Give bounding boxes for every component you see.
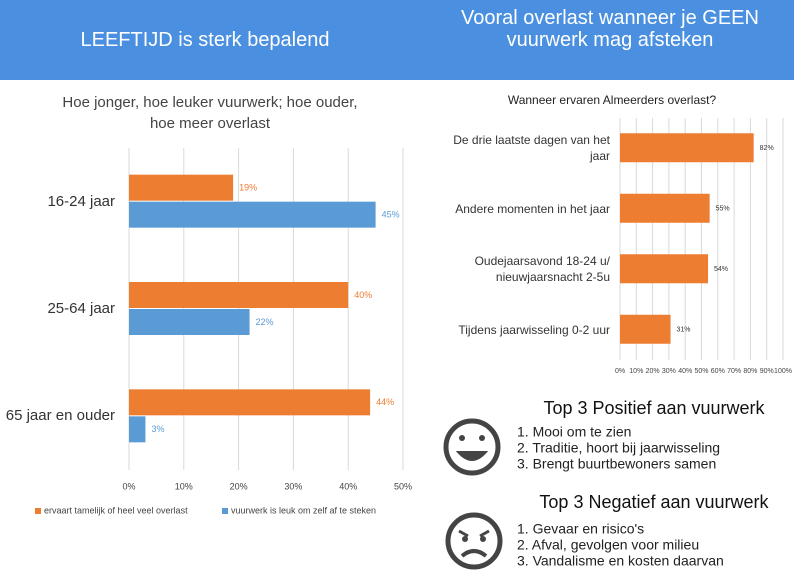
x-tick-label: 50%: [694, 368, 708, 375]
chart-title: Hoe jonger, hoe leuker vuurwerk; hoe oud…: [62, 94, 358, 132]
x-tick-label: 10%: [175, 481, 193, 491]
bar: [129, 416, 146, 443]
legend-label: ervaart tamelijk of heel veel overlast: [44, 505, 188, 515]
bar: [129, 309, 250, 335]
header: Vooral overlast wanneer je GEEN vuurwerk…: [461, 7, 759, 51]
angry-icon: [445, 512, 503, 570]
value-label: 19%: [239, 183, 257, 193]
list-item: 3. Brengt buurtbewoners samen: [517, 456, 716, 472]
bar: [620, 254, 709, 284]
x-tick-label: 70%: [727, 368, 741, 375]
x-tick-label: 100%: [774, 368, 792, 375]
value-label: 82%: [760, 145, 774, 152]
x-tick-label: 0%: [122, 481, 135, 491]
y-tick-label: Oudejaarsavond 18-24 u/ nieuwjaarsnacht …: [474, 254, 610, 285]
x-tick-label: 0%: [615, 368, 625, 375]
y-tick-label: 65 jaar en ouder: [5, 407, 115, 425]
smiley-icon: [443, 418, 501, 476]
header: LEEFTIJD is sterk bepalend: [80, 29, 330, 51]
y-tick-label: Tijdens jaarwisseling 0-2 uur: [458, 322, 610, 337]
x-tick-label: 30%: [662, 368, 676, 375]
header-band: [0, 0, 794, 80]
x-tick-label: 30%: [284, 481, 302, 491]
list-item: 1. Gevaar en risico's: [517, 521, 644, 537]
value-label: 40%: [354, 290, 372, 300]
value-label: 54%: [714, 266, 728, 273]
value-label: 3%: [151, 424, 164, 434]
value-label: 45%: [382, 210, 400, 220]
legend-swatch: [35, 508, 41, 514]
bar: [129, 389, 371, 416]
x-tick-label: 40%: [339, 481, 357, 491]
x-tick-label: 90%: [760, 368, 774, 375]
bar: [129, 201, 376, 228]
list-title: Top 3 Positief aan vuurwerk: [543, 398, 765, 418]
value-label: 55%: [716, 206, 730, 213]
legend-label: vuurwerk is leuk om zelf af te steken: [231, 505, 376, 515]
y-tick-label: 16-24 jaar: [47, 192, 115, 210]
x-tick-label: 80%: [743, 368, 757, 375]
list-item: 3. Vandalisme en kosten daarvan: [517, 553, 724, 569]
x-tick-label: 50%: [394, 481, 412, 491]
bar: [620, 133, 754, 163]
x-tick-label: 60%: [711, 368, 725, 375]
x-tick-label: 40%: [678, 368, 692, 375]
list-item: 1. Mooi om te zien: [517, 424, 631, 440]
value-label: 44%: [376, 397, 394, 407]
value-label: 31%: [677, 327, 691, 334]
value-label: 22%: [256, 317, 274, 327]
x-tick-label: 20%: [646, 368, 660, 375]
bar: [620, 193, 710, 223]
x-tick-label: 20%: [230, 481, 248, 491]
list-title: Top 3 Negatief aan vuurwerk: [539, 492, 769, 512]
chart-title: Wanneer ervaren Almeerders overlast?: [507, 93, 717, 107]
y-tick-label: De drie laatste dagen van het jaar: [453, 133, 610, 164]
y-tick-label: 25-64 jaar: [47, 300, 115, 317]
bar: [129, 174, 234, 201]
bar: [129, 282, 349, 308]
list-item: 2. Traditie, hoort bij jaarwisseling: [517, 440, 720, 456]
bar: [620, 314, 671, 344]
x-tick-label: 10%: [629, 368, 643, 375]
y-tick-label: Andere momenten in het jaar: [455, 201, 610, 216]
legend-swatch: [222, 508, 228, 514]
list-item: 2. Afval, gevolgen voor milieu: [517, 537, 699, 553]
